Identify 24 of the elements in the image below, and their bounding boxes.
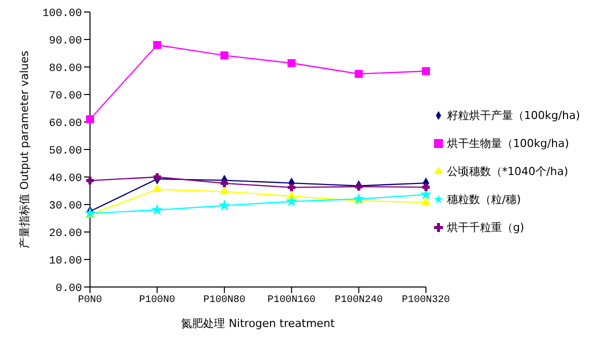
- y-tick-label: 40.00: [48, 172, 82, 185]
- y-tick-label: 10.00: [48, 255, 82, 268]
- y-tick-label: 20.00: [48, 228, 82, 240]
- y-tick-label: 0.00: [56, 282, 82, 295]
- x-tick-label: P100N240: [334, 295, 383, 306]
- legend-label: 烘干千粒重（g): [446, 220, 524, 234]
- legend-label: 烘干生物量（100kg/ha): [446, 136, 569, 150]
- y-tick-label: 90.00: [48, 35, 82, 48]
- y-axis-title: 产量指标值 Output parameter values: [18, 50, 31, 248]
- legend-label: 公顷穗数（*1040个/ha): [446, 164, 568, 178]
- y-tick-label: 60.00: [48, 118, 82, 130]
- x-tick-label: P100N320: [402, 295, 450, 306]
- x-tick-label: P100N160: [268, 295, 316, 306]
- legend-label: 籽粒烘干产量（100kg/ha): [446, 108, 580, 122]
- y-tick-label: 70.00: [48, 90, 82, 102]
- legend-label: 穗粒数（粒/穗): [446, 192, 521, 206]
- y-tick-label: 100.00: [42, 8, 82, 20]
- y-tick-label: 80.00: [48, 62, 82, 75]
- y-tick-label: 30.00: [48, 200, 82, 212]
- x-tick-label: P100N80: [203, 295, 246, 306]
- x-tick-label: P0N0: [78, 295, 102, 306]
- x-axis-title: 氮肥处理 Nitrogen treatment: [181, 317, 336, 330]
- x-tick-label: P100N0: [139, 295, 176, 306]
- y-tick-label: 50.00: [48, 145, 82, 158]
